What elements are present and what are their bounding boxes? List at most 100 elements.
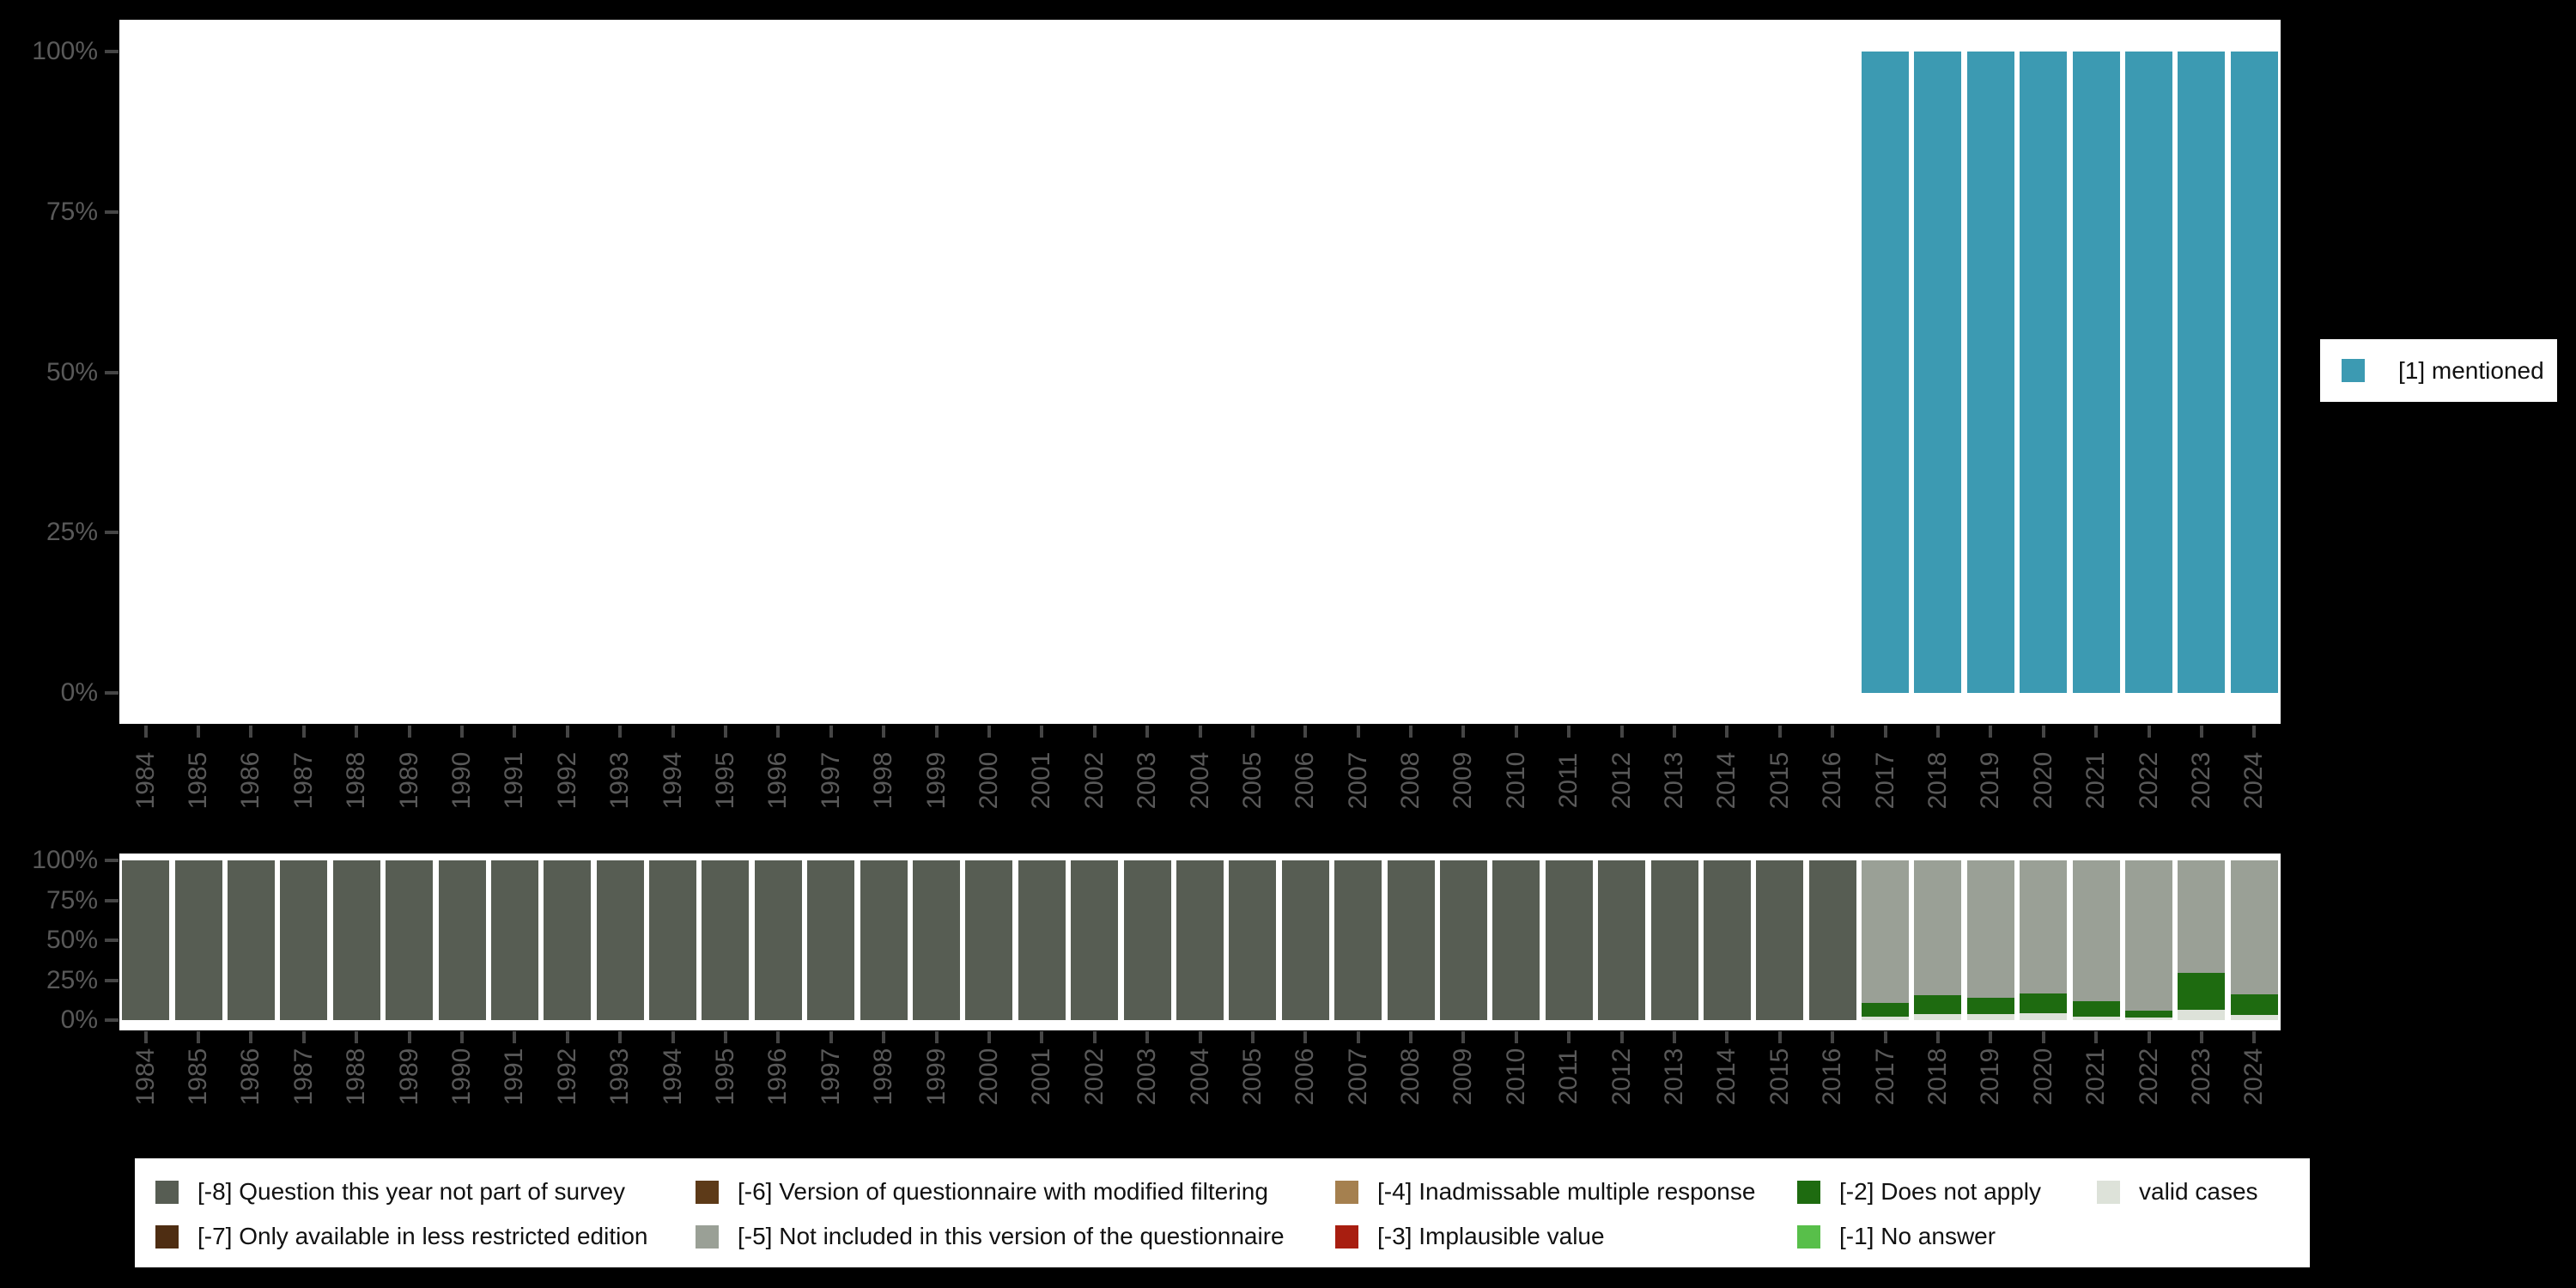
year-axis-label: 1997 bbox=[817, 742, 845, 819]
year-axis-label: 2016 bbox=[1819, 742, 1846, 819]
x-axis-tick bbox=[987, 726, 991, 738]
x-axis-tick bbox=[1461, 726, 1465, 738]
year-axis-label: 1984 bbox=[132, 1038, 160, 1115]
missing-bar-segment bbox=[1651, 860, 1698, 1020]
year-axis-label: 1988 bbox=[343, 742, 370, 819]
year-axis-label: 1991 bbox=[501, 742, 528, 819]
year-axis-label: 2002 bbox=[1081, 742, 1109, 819]
x-axis-tick bbox=[249, 726, 252, 738]
year-axis-label: 2002 bbox=[1081, 1038, 1109, 1115]
year-axis-label: 2015 bbox=[1766, 742, 1794, 819]
mentions-legend: [1] mentioned bbox=[2320, 339, 2557, 402]
year-axis-label: 1986 bbox=[237, 1038, 264, 1115]
year-axis-label: 1987 bbox=[290, 1038, 318, 1115]
missing-bar-segment bbox=[702, 860, 749, 1020]
missing-bar-segment bbox=[1862, 1003, 1909, 1018]
year-axis-label: 2007 bbox=[1345, 1038, 1372, 1115]
year-axis-label: 2013 bbox=[1661, 742, 1688, 819]
missing-bar-segment bbox=[491, 860, 538, 1020]
year-axis-label: 1998 bbox=[870, 1038, 897, 1115]
year-axis-label: 2024 bbox=[2240, 742, 2268, 819]
missing-bar-segment bbox=[1018, 860, 1066, 1020]
x-axis-tick bbox=[829, 726, 833, 738]
year-axis-label: 1999 bbox=[923, 1038, 951, 1115]
year-axis-label: 2009 bbox=[1449, 1038, 1477, 1115]
x-axis-tick bbox=[1831, 726, 1834, 738]
legend-item-label: [-3] Implausible value bbox=[1377, 1222, 1605, 1251]
missing-bar-segment bbox=[2178, 860, 2225, 973]
legend-item-label: [-2] Does not apply bbox=[1839, 1177, 2041, 1206]
mentioned-bar bbox=[2020, 52, 2067, 693]
year-axis-label: 2011 bbox=[1555, 1038, 1583, 1115]
x-axis-tick bbox=[408, 726, 411, 738]
year-axis-label: 1992 bbox=[554, 1038, 581, 1115]
missing-bar-segment bbox=[1756, 860, 1803, 1020]
y-axis-tick-label: 75% bbox=[3, 886, 98, 915]
year-axis-label: 2017 bbox=[1872, 742, 1899, 819]
x-axis-tick bbox=[1673, 726, 1676, 738]
year-axis-label: 2022 bbox=[2136, 1038, 2163, 1115]
missing-bar-segment bbox=[2073, 860, 2120, 1001]
year-axis-label: 1996 bbox=[764, 742, 792, 819]
year-axis-label: 2006 bbox=[1291, 742, 1319, 819]
year-axis-label: 2021 bbox=[2082, 742, 2110, 819]
missing-bar-segment bbox=[1388, 860, 1435, 1020]
x-axis-tick bbox=[2200, 726, 2203, 738]
x-axis-tick bbox=[460, 726, 464, 738]
x-axis-tick bbox=[1357, 726, 1360, 738]
missing-bar-segment bbox=[1071, 860, 1118, 1020]
missing-bar-segment bbox=[2073, 1017, 2120, 1020]
missing-bar-segment bbox=[1229, 860, 1276, 1020]
year-axis-label: 2012 bbox=[1608, 1038, 1636, 1115]
y-axis-tick bbox=[105, 371, 118, 374]
missing-bar-segment bbox=[2125, 1018, 2172, 1020]
missing-bar-segment bbox=[333, 860, 380, 1020]
missing-bar-segment bbox=[1546, 860, 1593, 1020]
year-axis-label: 2020 bbox=[2030, 742, 2057, 819]
year-axis-label: 2021 bbox=[2082, 1038, 2110, 1115]
variable-report-canvas: [1] mentioned [-8] Question this year no… bbox=[0, 0, 2576, 1288]
missing-bar-segment bbox=[122, 860, 169, 1020]
x-axis-tick bbox=[1093, 726, 1097, 738]
legend-swatch-icon bbox=[1335, 1181, 1358, 1204]
year-axis-label: 1993 bbox=[606, 742, 634, 819]
missing-bar-segment bbox=[913, 860, 960, 1020]
year-axis-label: 2008 bbox=[1397, 1038, 1425, 1115]
legend-swatch-icon bbox=[696, 1225, 719, 1249]
x-axis-tick bbox=[724, 726, 727, 738]
year-axis-label: 2019 bbox=[1977, 1038, 2004, 1115]
year-axis-label: 1993 bbox=[606, 1038, 634, 1115]
x-axis-tick bbox=[1515, 726, 1518, 738]
year-axis-label: 2003 bbox=[1133, 742, 1161, 819]
legend-swatch-icon bbox=[2097, 1181, 2120, 1204]
year-axis-label: 1985 bbox=[185, 742, 212, 819]
missing-bar-segment bbox=[1967, 998, 2014, 1014]
missing-bar-segment bbox=[386, 860, 433, 1020]
y-axis-tick-label: 100% bbox=[3, 37, 98, 66]
y-axis-tick-label: 25% bbox=[3, 518, 98, 547]
year-axis-label: 2005 bbox=[1239, 742, 1267, 819]
year-axis-label: 2012 bbox=[1608, 742, 1636, 819]
x-axis-tick bbox=[355, 726, 358, 738]
year-axis-label: 1995 bbox=[712, 742, 739, 819]
missing-bar-segment bbox=[228, 860, 275, 1020]
y-axis-tick bbox=[105, 859, 118, 862]
year-axis-label: 2004 bbox=[1187, 1038, 1214, 1115]
year-axis-label: 1990 bbox=[448, 1038, 476, 1115]
legend-item-label: [-7] Only available in less restricted e… bbox=[197, 1222, 647, 1251]
legend-item-label: [-6] Version of questionnaire with modif… bbox=[738, 1177, 1268, 1206]
x-axis-tick bbox=[1251, 726, 1255, 738]
year-axis-label: 1985 bbox=[185, 1038, 212, 1115]
missing-bar-segment bbox=[1282, 860, 1329, 1020]
missing-bar-segment bbox=[1124, 860, 1171, 1020]
year-axis-label: 2014 bbox=[1713, 742, 1741, 819]
y-axis-tick-label: 0% bbox=[3, 678, 98, 708]
legend-item-label: [-5] Not included in this version of the… bbox=[738, 1222, 1285, 1251]
missing-bar-segment bbox=[860, 860, 908, 1020]
x-axis-tick bbox=[1989, 726, 1992, 738]
year-axis-label: 2010 bbox=[1503, 742, 1530, 819]
y-axis-tick-label: 0% bbox=[3, 1005, 98, 1035]
x-axis-tick bbox=[566, 726, 569, 738]
year-axis-label: 2019 bbox=[1977, 742, 2004, 819]
missing-bar-segment bbox=[1809, 860, 1856, 1020]
